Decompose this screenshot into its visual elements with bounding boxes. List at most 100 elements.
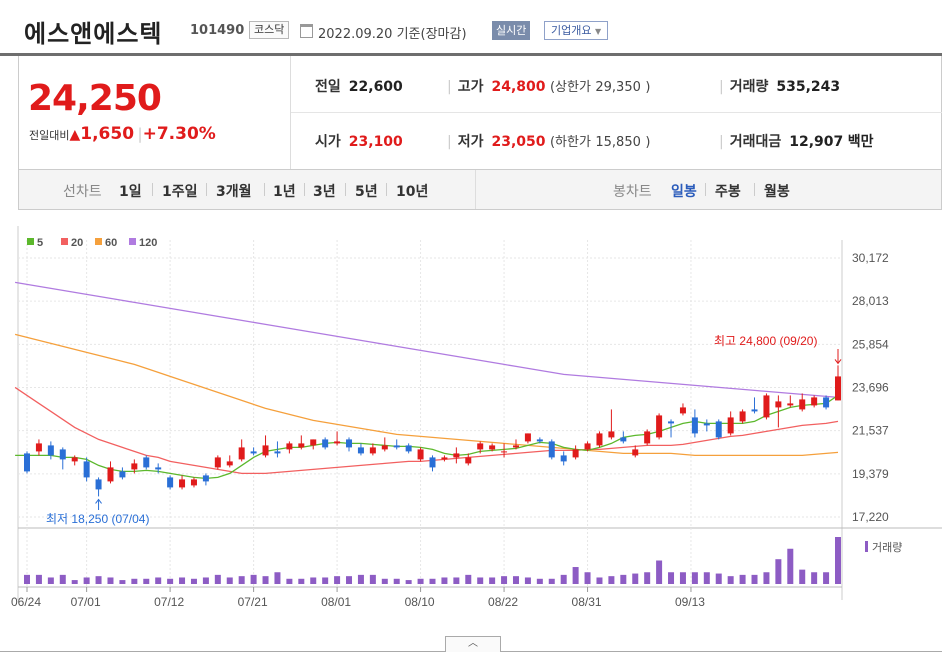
candle-body: [155, 467, 162, 470]
tab-monthly[interactable]: 월봉: [764, 184, 790, 200]
volume-bar: [727, 576, 734, 584]
y-tick-label: 28,013: [852, 294, 889, 308]
realtime-button[interactable]: 실시간: [492, 21, 531, 40]
candle-body: [202, 475, 209, 482]
candle-body: [322, 439, 329, 448]
candle-body: [751, 409, 758, 412]
volume-bar: [763, 572, 770, 584]
volume-bar: [656, 560, 663, 584]
stock-header: 에스앤에스텍 101490 코스닥 2022.09.20 기준(장마감) 실시간…: [0, 0, 942, 56]
company-info-dropdown[interactable]: 기업개요 ▼: [544, 21, 609, 40]
volume-bar: [751, 574, 758, 584]
volume-bar: [536, 578, 543, 584]
candle-body: [620, 437, 627, 442]
volume-bar: [441, 577, 448, 584]
low-arrow-head: [95, 498, 102, 504]
change-label: 전일대비: [29, 129, 70, 142]
candle-body: [489, 445, 496, 450]
tab-daily[interactable]: 일봉: [671, 184, 697, 200]
day-low: | 저가 23,050 (하한가 15,850 ): [447, 134, 651, 150]
y-tick-label: 25,854: [852, 337, 889, 351]
volume-bar: [35, 574, 42, 584]
candle-body: [250, 451, 257, 454]
candle-body: [715, 421, 722, 438]
candle-body: [357, 447, 364, 454]
chevron-down-icon: ▼: [594, 27, 602, 36]
candle-body: [143, 457, 150, 468]
tab-1y[interactable]: 1년: [273, 184, 296, 200]
y-tick-label: 21,537: [852, 424, 889, 438]
legend-swatch: [95, 238, 102, 245]
tab-1d[interactable]: 1일: [119, 184, 142, 200]
market-badge: 코스닥: [249, 21, 290, 39]
candle-body: [811, 397, 818, 406]
candle-body: [823, 397, 830, 408]
volume-bar: [823, 572, 830, 584]
volume-bar: [489, 577, 496, 584]
volume-bar: [465, 574, 472, 584]
legend-label: 120: [139, 237, 157, 249]
volume-bar: [226, 577, 233, 584]
candle-body: [24, 453, 30, 472]
tab-10y[interactable]: 10년: [396, 184, 429, 200]
volume-bar: [417, 578, 424, 584]
candle-body: [644, 431, 651, 444]
candle-body: [71, 457, 78, 462]
tab-3m[interactable]: 3개월: [216, 184, 252, 200]
tab-1w[interactable]: 1주일: [162, 184, 198, 200]
calendar-icon: [300, 24, 313, 38]
candle-body: [668, 421, 675, 424]
candle-body: [167, 477, 174, 488]
volume-bar: [512, 576, 519, 584]
volume-bar: [775, 559, 782, 584]
chevron-up-icon: ︿: [468, 638, 478, 649]
volume-bar: [167, 578, 174, 584]
candle-body: [632, 449, 639, 456]
candle-body: [572, 449, 579, 458]
candle-body: [417, 449, 424, 460]
ma120-line: [14, 281, 839, 399]
candle-body: [107, 467, 114, 482]
candle-body: [286, 443, 293, 450]
candle-body: [59, 449, 66, 460]
tab-3y[interactable]: 3년: [313, 184, 336, 200]
candle-body: [441, 457, 448, 460]
candle-body: [334, 441, 341, 444]
candle-body: [584, 443, 591, 450]
y-tick-label: 23,696: [852, 381, 889, 395]
volume-bar: [131, 578, 138, 584]
stock-name[interactable]: 에스앤에스텍: [24, 20, 163, 48]
volume-bar: [405, 580, 412, 584]
x-tick-label: 08/22: [488, 595, 518, 609]
candle-body: [739, 411, 746, 422]
volume-bar: [274, 572, 281, 584]
volume-bar: [214, 574, 221, 584]
x-tick-label: 08/10: [405, 595, 435, 609]
change-percent: +7.30%: [142, 124, 216, 144]
tab-weekly[interactable]: 주봉: [715, 184, 741, 200]
tab-5y[interactable]: 5년: [355, 184, 378, 200]
candle-body: [656, 415, 663, 438]
legend-swatch: [129, 238, 136, 245]
volume-bar: [393, 578, 400, 584]
volume-bar: [608, 576, 615, 584]
volume-bar: [346, 576, 353, 584]
candle-body: [763, 395, 770, 418]
candle-body: [453, 453, 460, 458]
volume-bar: [83, 577, 90, 584]
legend-label: 5: [37, 237, 43, 249]
candle-body: [226, 461, 233, 466]
y-tick-label: 19,379: [852, 467, 889, 481]
low-annotation: 최저 18,250 (07/04): [46, 512, 149, 526]
volume-bar: [47, 577, 54, 584]
volume-bar: [250, 574, 257, 584]
high-arrow-head: [834, 359, 842, 365]
ma5-line: [15, 394, 839, 480]
volume-bar: [572, 567, 579, 584]
candle-body: [524, 433, 531, 442]
volume-bar: [477, 577, 484, 584]
stock-code: 101490: [190, 23, 245, 38]
collapse-button[interactable]: ︿: [445, 636, 501, 652]
